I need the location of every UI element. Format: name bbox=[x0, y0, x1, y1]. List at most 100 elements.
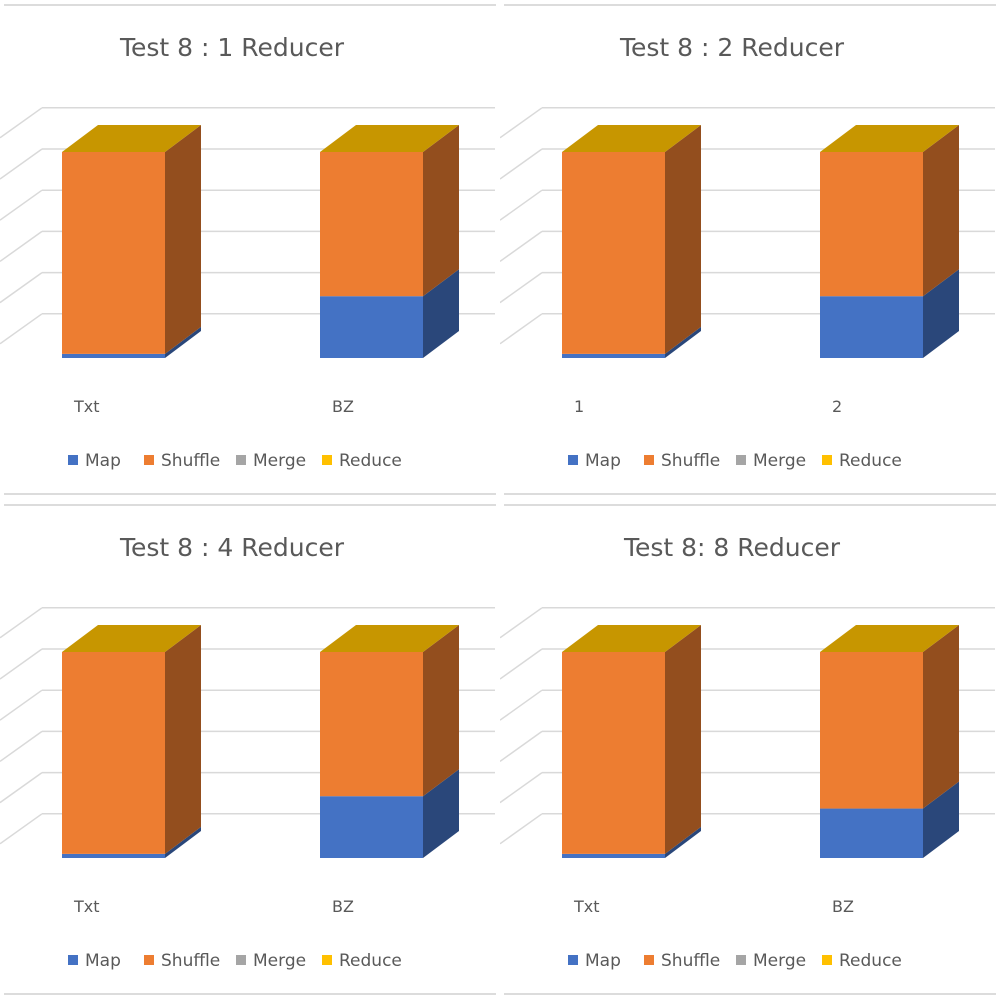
gridline-60 bbox=[0, 730, 43, 763]
bar-top-2 bbox=[820, 125, 959, 152]
bar-txt-map bbox=[62, 826, 201, 858]
legend-swatch-reduce bbox=[322, 955, 332, 965]
bar-bz-shuffle bbox=[320, 125, 459, 297]
bar-bz-shuffle bbox=[820, 625, 959, 809]
legend-label-reduce: Reduce bbox=[839, 951, 902, 971]
bar-top-bz bbox=[320, 625, 459, 652]
chart-panel-1-reducer: Test 8 : 1 Reducer Txt BZ Map Shuffle Merge Re… bbox=[0, 0, 500, 500]
stacked-3d-bar-chart: Test 8 : 1 Reducer Txt BZ Map Shuffle Merge Re… bbox=[0, 4, 496, 495]
category-label-txt: Txt bbox=[573, 897, 600, 916]
bar-bz-map bbox=[320, 269, 459, 358]
panel-separators bbox=[4, 504, 496, 995]
legend-item-shuffle: Shuffle bbox=[144, 451, 220, 471]
legend-swatch-merge bbox=[236, 955, 246, 965]
legend-label-reduce: Reduce bbox=[839, 451, 902, 471]
chart-title: Test 8 : 4 Reducer bbox=[119, 533, 345, 562]
gridline-60 bbox=[500, 230, 543, 263]
panel-separators bbox=[504, 4, 996, 495]
bar-stack-bz bbox=[320, 625, 459, 858]
legend-item-map: Map bbox=[68, 951, 121, 971]
legend-swatch-reduce bbox=[822, 955, 832, 965]
gridline-40 bbox=[500, 771, 543, 804]
bar-stack-txt bbox=[62, 625, 201, 858]
panel-separators bbox=[504, 504, 996, 995]
legend: Map Shuffle Merge Reduce bbox=[568, 951, 902, 971]
bar-top-txt bbox=[562, 625, 701, 652]
bar-bz-map bbox=[820, 781, 959, 858]
bar-stack-txt bbox=[562, 625, 701, 858]
legend-label-merge: Merge bbox=[753, 451, 806, 471]
bar-top-bz bbox=[820, 625, 959, 652]
bar-txt-map bbox=[562, 826, 701, 858]
category-label-1: 1 bbox=[574, 397, 584, 416]
legend-label-map: Map bbox=[585, 451, 621, 471]
legend-item-map: Map bbox=[568, 451, 621, 471]
legend-swatch-merge bbox=[736, 955, 746, 965]
bar-1-shuffle bbox=[562, 125, 701, 354]
bar-txt-map bbox=[62, 326, 201, 358]
chart-panel-4-reducer: Test 8 : 4 Reducer Txt BZ Map Shuffle Merge Re… bbox=[0, 500, 500, 1000]
category-label-bz: BZ bbox=[832, 897, 854, 916]
legend-swatch-map bbox=[68, 955, 78, 965]
bar-top-txt bbox=[62, 125, 201, 152]
legend-item-shuffle: Shuffle bbox=[144, 951, 220, 971]
bar-2-shuffle bbox=[820, 125, 959, 297]
gridline-100 bbox=[0, 648, 43, 680]
bar-txt-shuffle bbox=[562, 625, 701, 854]
legend-item-reduce: Reduce bbox=[322, 451, 402, 471]
legend-swatch-shuffle bbox=[644, 455, 654, 465]
bar-bz-shuffle bbox=[320, 625, 459, 797]
legend-label-merge: Merge bbox=[253, 451, 306, 471]
legend-label-merge: Merge bbox=[253, 951, 306, 971]
chart-title: Test 8 : 1 Reducer bbox=[119, 33, 345, 62]
legend-swatch-reduce bbox=[322, 455, 332, 465]
legend-label-map: Map bbox=[85, 951, 121, 971]
legend-item-merge: Merge bbox=[736, 451, 806, 471]
bar-stack-1 bbox=[562, 125, 701, 358]
bar-bz-map bbox=[320, 769, 459, 858]
legend-swatch-reduce bbox=[822, 455, 832, 465]
bar-stack-txt bbox=[62, 125, 201, 358]
gridline-120 bbox=[0, 607, 43, 639]
legend-swatch-shuffle bbox=[144, 955, 154, 965]
gridline-60 bbox=[500, 730, 543, 763]
bar-txt-shuffle bbox=[62, 125, 201, 354]
legend: Map Shuffle Merge Reduce bbox=[568, 451, 902, 471]
stacked-3d-bar-chart: Test 8 : 4 Reducer Txt BZ Map Shuffle Merge Re… bbox=[0, 504, 496, 995]
legend-item-merge: Merge bbox=[736, 951, 806, 971]
gridline-100 bbox=[500, 648, 543, 680]
category-label-bz: BZ bbox=[332, 897, 354, 916]
legend: Map Shuffle Merge Reduce bbox=[68, 451, 402, 471]
legend-swatch-shuffle bbox=[644, 955, 654, 965]
category-label-2: 2 bbox=[832, 397, 842, 416]
chart-title: Test 8: 8 Reducer bbox=[623, 533, 841, 562]
bar-top-1 bbox=[562, 125, 701, 152]
bar-stack-bz bbox=[820, 625, 959, 858]
legend-label-shuffle: Shuffle bbox=[661, 451, 720, 471]
legend-label-shuffle: Shuffle bbox=[161, 451, 220, 471]
gridline-120 bbox=[0, 107, 43, 139]
legend-swatch-map bbox=[68, 455, 78, 465]
bar-top-txt bbox=[62, 625, 201, 652]
legend-item-reduce: Reduce bbox=[322, 951, 402, 971]
gridline-120 bbox=[500, 107, 543, 139]
chart-panel-8-reducer: Test 8: 8 Reducer Txt BZ Map Shuffle Merge Red… bbox=[500, 500, 1000, 1000]
bar-2-map bbox=[820, 269, 959, 358]
legend-swatch-merge bbox=[236, 455, 246, 465]
gridline-20 bbox=[0, 813, 43, 845]
category-label-bz: BZ bbox=[332, 397, 354, 416]
legend: Map Shuffle Merge Reduce bbox=[68, 951, 402, 971]
legend-swatch-map bbox=[568, 455, 578, 465]
gridline-40 bbox=[0, 771, 43, 804]
legend-label-merge: Merge bbox=[753, 951, 806, 971]
legend-label-shuffle: Shuffle bbox=[661, 951, 720, 971]
gridline-20 bbox=[0, 313, 43, 345]
legend-item-merge: Merge bbox=[236, 951, 306, 971]
gridline-120 bbox=[500, 607, 543, 639]
legend-swatch-map bbox=[568, 955, 578, 965]
gridline-80 bbox=[500, 689, 543, 721]
gridline-40 bbox=[0, 271, 43, 304]
gridline-40 bbox=[500, 271, 543, 304]
gridline-60 bbox=[0, 230, 43, 263]
category-label-txt: Txt bbox=[73, 897, 100, 916]
